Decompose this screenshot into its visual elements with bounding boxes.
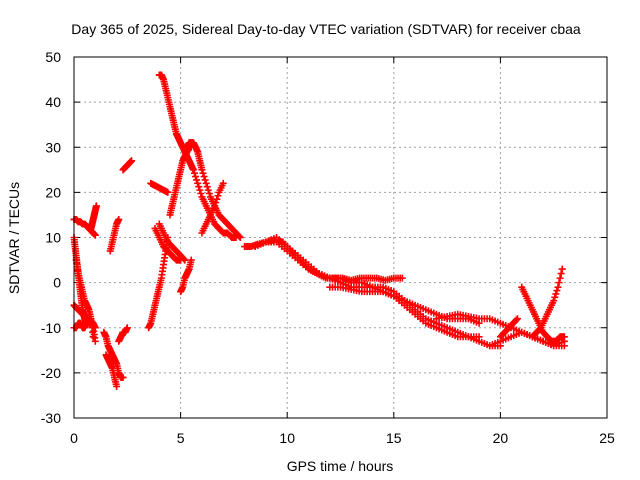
- data-points: [70, 71, 568, 390]
- data-point: [196, 186, 204, 194]
- plot-frame: [73, 56, 608, 419]
- x-axis-label: GPS time / hours: [287, 458, 394, 474]
- data-point: [198, 166, 206, 174]
- data-point: [214, 192, 222, 200]
- data-point: [555, 279, 563, 287]
- data-point: [557, 270, 565, 278]
- data-point: [89, 333, 97, 341]
- data-point: [211, 202, 219, 210]
- data-point: [189, 166, 197, 174]
- data-point: [194, 179, 202, 187]
- y-tick-label: 50: [45, 49, 61, 65]
- data-point: [187, 256, 195, 264]
- y-tick-label: 40: [45, 94, 61, 110]
- data-point: [199, 169, 207, 177]
- grid: [74, 57, 607, 418]
- data-point: [91, 337, 99, 345]
- y-tick-label: 10: [45, 230, 61, 246]
- data-point: [213, 195, 221, 203]
- x-tick-label: 0: [70, 430, 78, 446]
- chart-title: Day 365 of 2025, Sidereal Day-to-day VTE…: [71, 21, 581, 37]
- data-point: [113, 382, 121, 390]
- y-tick-label: -10: [41, 320, 61, 336]
- data-point: [115, 215, 123, 223]
- data-point: [205, 190, 213, 198]
- data-point: [513, 315, 521, 323]
- y-tick-label: 30: [45, 139, 61, 155]
- data-point: [119, 373, 127, 381]
- data-point: [551, 293, 559, 301]
- data-point: [201, 176, 209, 184]
- data-point: [193, 176, 201, 184]
- data-point: [552, 290, 560, 298]
- data-point: [92, 202, 100, 210]
- data-point: [190, 169, 198, 177]
- data-point: [123, 324, 131, 332]
- x-tick-label: 20: [493, 430, 509, 446]
- data-point: [560, 333, 568, 341]
- data-point: [550, 297, 558, 305]
- data-point: [204, 186, 212, 194]
- data-point: [236, 234, 244, 241]
- data-point: [553, 287, 561, 295]
- data-point: [202, 179, 210, 187]
- data-point: [195, 183, 203, 191]
- data-point: [219, 179, 227, 187]
- x-tick-label: 25: [599, 430, 615, 446]
- y-tick-label: -20: [41, 365, 61, 381]
- data-point: [197, 190, 205, 198]
- data-point: [91, 231, 99, 239]
- axis-ticks: 0 5 10 15 20 25 -30 -20 -10 0 10 20 30 40 50: [41, 49, 615, 446]
- data-point: [475, 333, 483, 341]
- data-point: [560, 342, 568, 350]
- data-point: [558, 265, 566, 273]
- data-point: [128, 157, 136, 165]
- y-tick-label: 0: [53, 275, 61, 291]
- data-point: [192, 173, 200, 181]
- data-point: [212, 199, 220, 207]
- x-tick-label: 10: [279, 430, 295, 446]
- data-point: [398, 274, 406, 282]
- data-point: [235, 232, 243, 240]
- y-tick-label: 20: [45, 184, 61, 200]
- x-tick-label: 5: [177, 430, 185, 446]
- data-point: [164, 188, 172, 196]
- data-point: [556, 274, 564, 282]
- y-tick-label: -30: [41, 410, 61, 426]
- data-point: [177, 256, 185, 264]
- y-axis-label: SDTVAR / TECUs: [6, 182, 22, 294]
- x-tick-label: 15: [386, 430, 402, 446]
- data-point: [180, 255, 188, 263]
- data-point: [554, 283, 562, 291]
- data-point: [200, 173, 208, 181]
- data-point: [203, 183, 211, 191]
- data-point: [512, 316, 520, 324]
